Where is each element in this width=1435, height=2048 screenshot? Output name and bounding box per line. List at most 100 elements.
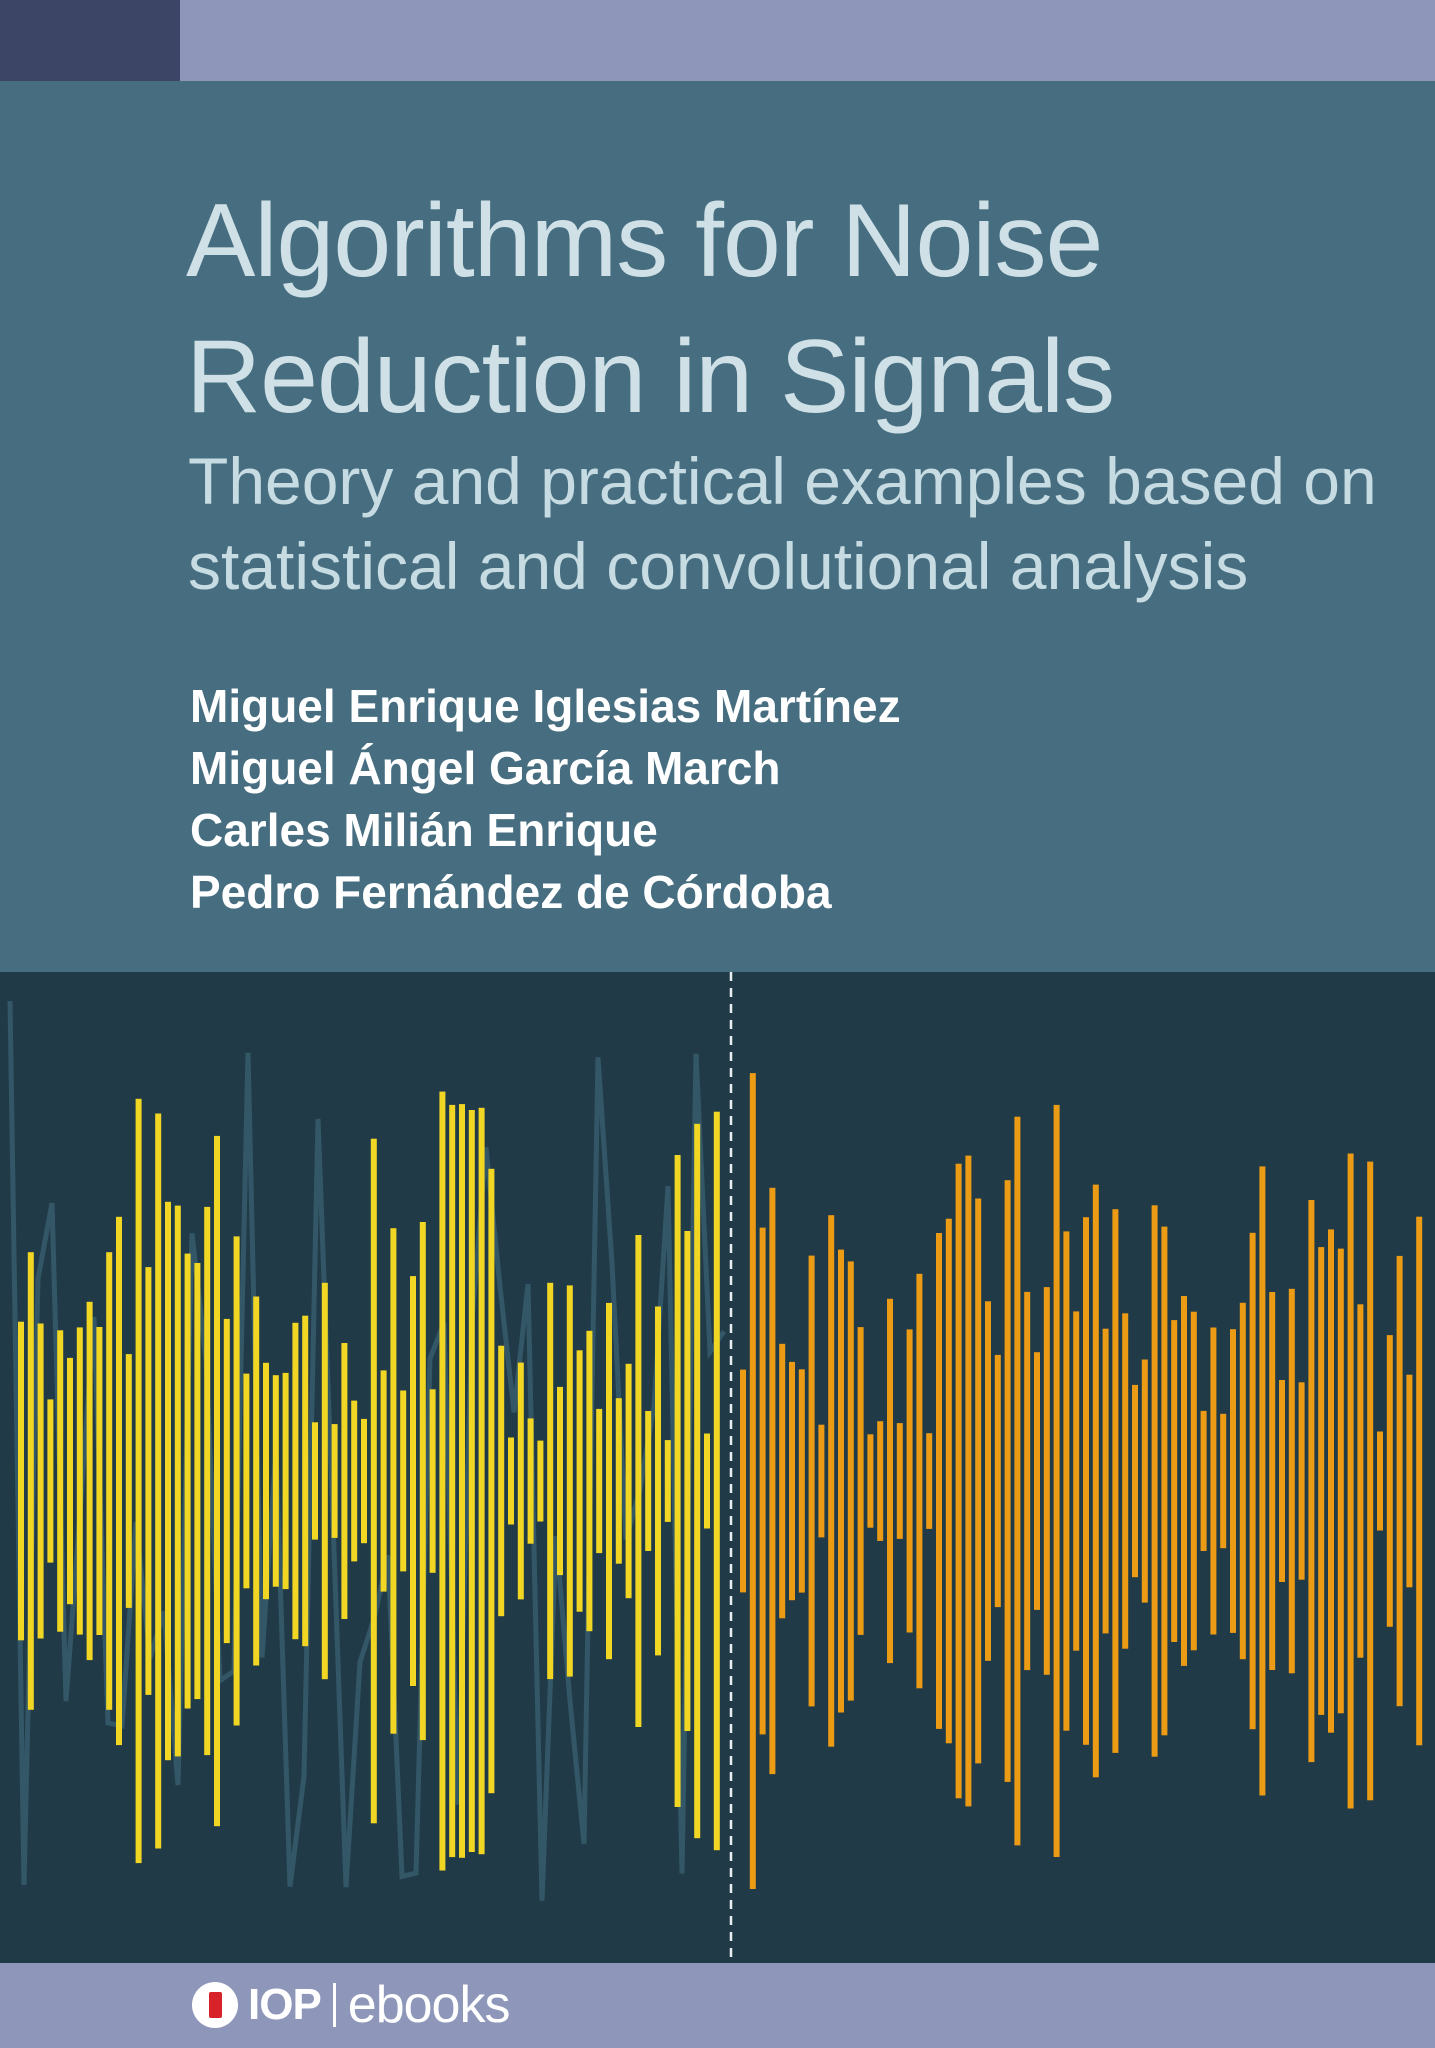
wave-bar bbox=[116, 1216, 122, 1746]
wave-bar bbox=[1161, 1226, 1168, 1736]
wave-bar bbox=[798, 1369, 805, 1593]
wave-bar bbox=[1034, 1352, 1040, 1610]
wave-bar bbox=[86, 1301, 93, 1661]
wave-bar bbox=[419, 1222, 426, 1741]
publisher-product: ebooks bbox=[347, 1976, 511, 2034]
wave-bar bbox=[272, 1375, 279, 1587]
wave-bar bbox=[615, 1398, 622, 1564]
wave-bar bbox=[517, 1362, 524, 1600]
wave-bar bbox=[527, 1418, 534, 1544]
wave-bar bbox=[847, 1261, 854, 1701]
wave-bar bbox=[351, 1400, 358, 1562]
subtitle: Theory and practical examples based on s… bbox=[188, 439, 1377, 609]
wave-bar bbox=[341, 1343, 348, 1619]
wave-bar bbox=[704, 1433, 710, 1529]
wave-bar bbox=[789, 1361, 795, 1601]
subtitle-line: statistical and convolutional analysis bbox=[188, 529, 1249, 603]
wave-bar bbox=[1014, 1116, 1021, 1846]
wave-bar bbox=[76, 1327, 83, 1635]
wave-bar bbox=[1200, 1410, 1207, 1551]
wave-bar bbox=[818, 1424, 825, 1538]
wave-bar bbox=[1239, 1302, 1246, 1660]
wave-bar bbox=[1396, 1255, 1403, 1707]
wave-bar bbox=[975, 1198, 982, 1764]
wave-bar bbox=[586, 1330, 593, 1632]
author: Pedro Fernández de Córdoba bbox=[190, 866, 832, 918]
wave-bar bbox=[214, 1135, 220, 1827]
wave-bar bbox=[906, 1329, 913, 1633]
wave-bar bbox=[759, 1227, 766, 1735]
wave-bar bbox=[926, 1433, 933, 1529]
wave-bar bbox=[1347, 1153, 1354, 1809]
wave-bar bbox=[1367, 1161, 1374, 1801]
wave-bar bbox=[47, 1399, 54, 1563]
wave-bar bbox=[1406, 1374, 1413, 1588]
wave-bar bbox=[380, 1370, 387, 1592]
publisher-logo: IOP ebooks bbox=[192, 1976, 511, 2034]
noise-line bbox=[7, 1001, 727, 1901]
wave-bar bbox=[936, 1233, 942, 1729]
wave-bar bbox=[965, 1155, 972, 1807]
wave-bar bbox=[390, 1228, 397, 1734]
wave-bar bbox=[808, 1255, 815, 1707]
author: Miguel Ángel García March bbox=[190, 742, 781, 794]
wave-bar bbox=[674, 1155, 681, 1807]
wave-bar bbox=[1269, 1292, 1276, 1670]
author: Miguel Enrique Iglesias Martínez bbox=[190, 680, 901, 732]
logo-mark bbox=[192, 1982, 238, 2028]
wave-bar bbox=[1386, 1335, 1393, 1627]
wave-bar bbox=[537, 1440, 544, 1522]
wave-bar bbox=[96, 1327, 103, 1635]
wave-bar bbox=[321, 1282, 328, 1680]
wave-bar bbox=[576, 1350, 583, 1612]
wave-bar bbox=[1249, 1232, 1256, 1730]
logo-separator bbox=[332, 1983, 336, 2027]
wave-bar bbox=[439, 1091, 446, 1871]
wave-bar bbox=[896, 1423, 903, 1539]
wave-bar bbox=[1337, 1248, 1344, 1714]
wave-bar bbox=[1318, 1247, 1325, 1715]
wave-bar bbox=[145, 1267, 152, 1695]
wave-bar bbox=[468, 1110, 475, 1852]
title: Algorithms for Noise Reduction in Signal… bbox=[186, 173, 1115, 445]
wave-bar bbox=[263, 1362, 269, 1600]
wave-bar bbox=[596, 1408, 603, 1554]
wave-bar bbox=[37, 1323, 44, 1639]
wave-bar bbox=[292, 1322, 299, 1640]
author: Carles Milián Enrique bbox=[190, 804, 658, 856]
wave-bar bbox=[1102, 1328, 1109, 1634]
wave-bar bbox=[1328, 1229, 1334, 1733]
publisher-brand: IOP bbox=[248, 1980, 322, 2029]
wave-bar bbox=[1220, 1413, 1227, 1549]
wave-bar bbox=[547, 1282, 554, 1680]
wave-bar bbox=[312, 1422, 318, 1540]
wave-bar bbox=[1190, 1311, 1197, 1651]
wave-bar bbox=[508, 1437, 514, 1525]
wave-bar bbox=[1181, 1296, 1187, 1666]
wave-bar bbox=[184, 1253, 191, 1709]
wave-bar bbox=[867, 1434, 874, 1528]
wave-bar bbox=[282, 1372, 289, 1590]
subtitle-line: Theory and practical examples based on bbox=[188, 444, 1377, 518]
wave-bar bbox=[740, 1369, 746, 1593]
wave-bar bbox=[1308, 1200, 1315, 1763]
noise-lines bbox=[7, 1001, 727, 1901]
wave-bar bbox=[253, 1296, 260, 1666]
wave-bar bbox=[684, 1231, 691, 1731]
wave-bar bbox=[655, 1306, 661, 1656]
wave-bar bbox=[410, 1276, 416, 1686]
wave-bar bbox=[429, 1389, 436, 1573]
wave-bar bbox=[57, 1330, 64, 1632]
top-bar bbox=[0, 0, 1435, 81]
authors: Miguel Enrique Iglesias Martínez Miguel … bbox=[190, 675, 901, 923]
wave-bar bbox=[331, 1424, 338, 1538]
wave-bar bbox=[877, 1421, 884, 1541]
wave-bar bbox=[1377, 1431, 1383, 1531]
wave-bar bbox=[1288, 1288, 1295, 1674]
wave-bar bbox=[400, 1390, 407, 1572]
wave-bar bbox=[155, 1113, 162, 1849]
wave-bar bbox=[1171, 1320, 1178, 1642]
wave-bar bbox=[223, 1318, 230, 1644]
wave-bar bbox=[1073, 1311, 1080, 1651]
wave-bar bbox=[857, 1327, 864, 1635]
